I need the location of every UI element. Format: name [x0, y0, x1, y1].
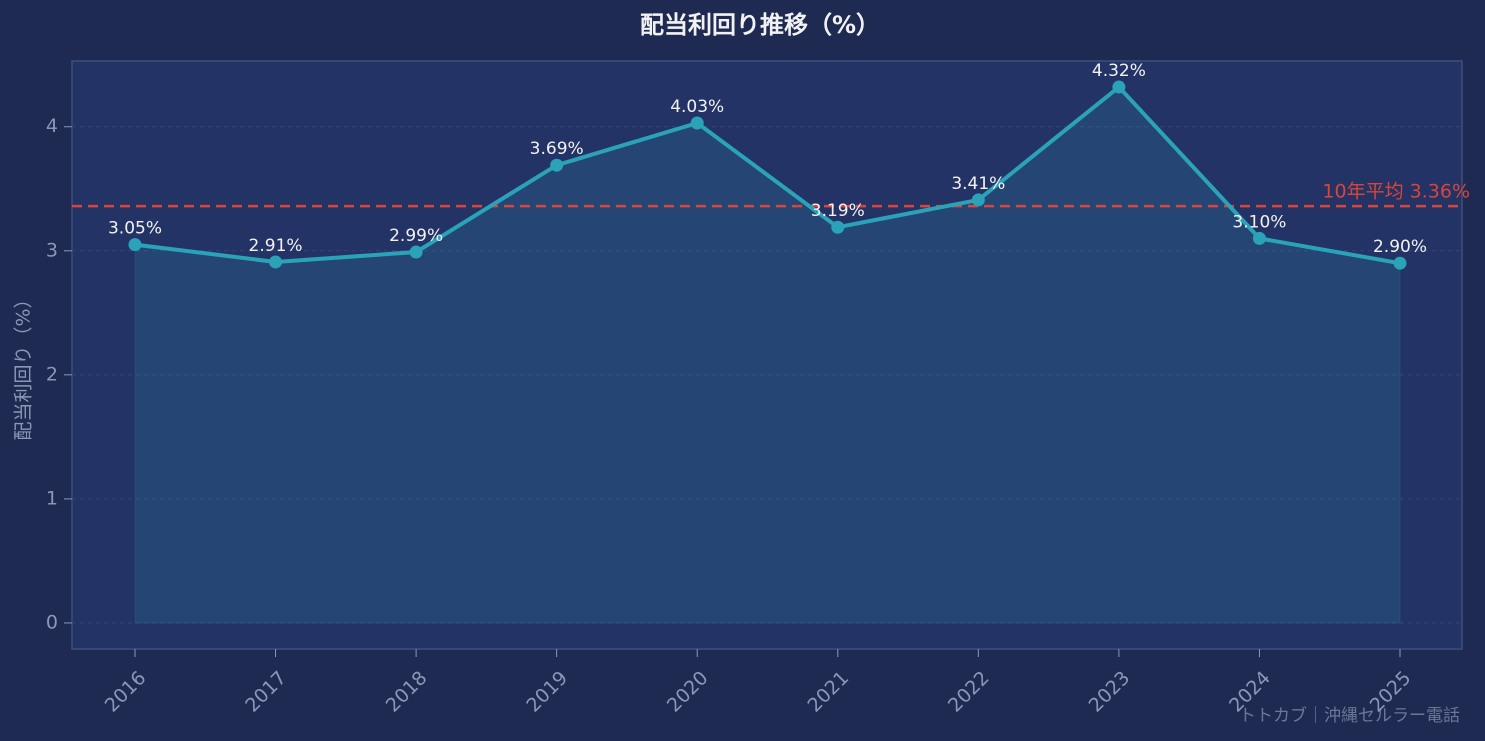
plot-area	[71, 60, 1463, 650]
y-tick-label: 2	[46, 363, 58, 385]
y-tick-label: 3	[46, 239, 58, 261]
point	[269, 255, 283, 269]
point	[409, 245, 423, 259]
value-label: 3.69%	[530, 139, 584, 159]
point	[1112, 80, 1126, 94]
y-tick-label: 0	[46, 611, 58, 633]
value-label: 3.19%	[811, 201, 865, 221]
point	[550, 158, 564, 172]
y-axis-label: 配当利回り（%）	[13, 289, 35, 440]
value-label: 4.03%	[670, 97, 724, 117]
value-label: 2.91%	[249, 236, 303, 256]
value-label: 3.41%	[951, 174, 1005, 194]
point	[1252, 231, 1266, 245]
point	[690, 116, 704, 130]
line	[134, 84, 1401, 266]
watermark: トトカブ｜沖縄セルラー電話	[1239, 705, 1460, 726]
y-tick-label: 1	[46, 487, 58, 509]
value-label: 2.99%	[389, 226, 443, 246]
y-tick-label: 4	[46, 115, 58, 137]
point	[1393, 256, 1407, 270]
value-label: 3.05%	[108, 219, 162, 239]
point	[128, 238, 142, 252]
value-label: 3.10%	[1232, 212, 1286, 232]
point	[831, 220, 845, 234]
value-label: 4.32%	[1092, 61, 1146, 81]
value-label: 2.90%	[1373, 237, 1427, 257]
average-label: 10年平均 3.36%	[1322, 181, 1470, 203]
point	[971, 193, 985, 207]
chart-title: 配当利回り推移（%）	[640, 11, 880, 39]
